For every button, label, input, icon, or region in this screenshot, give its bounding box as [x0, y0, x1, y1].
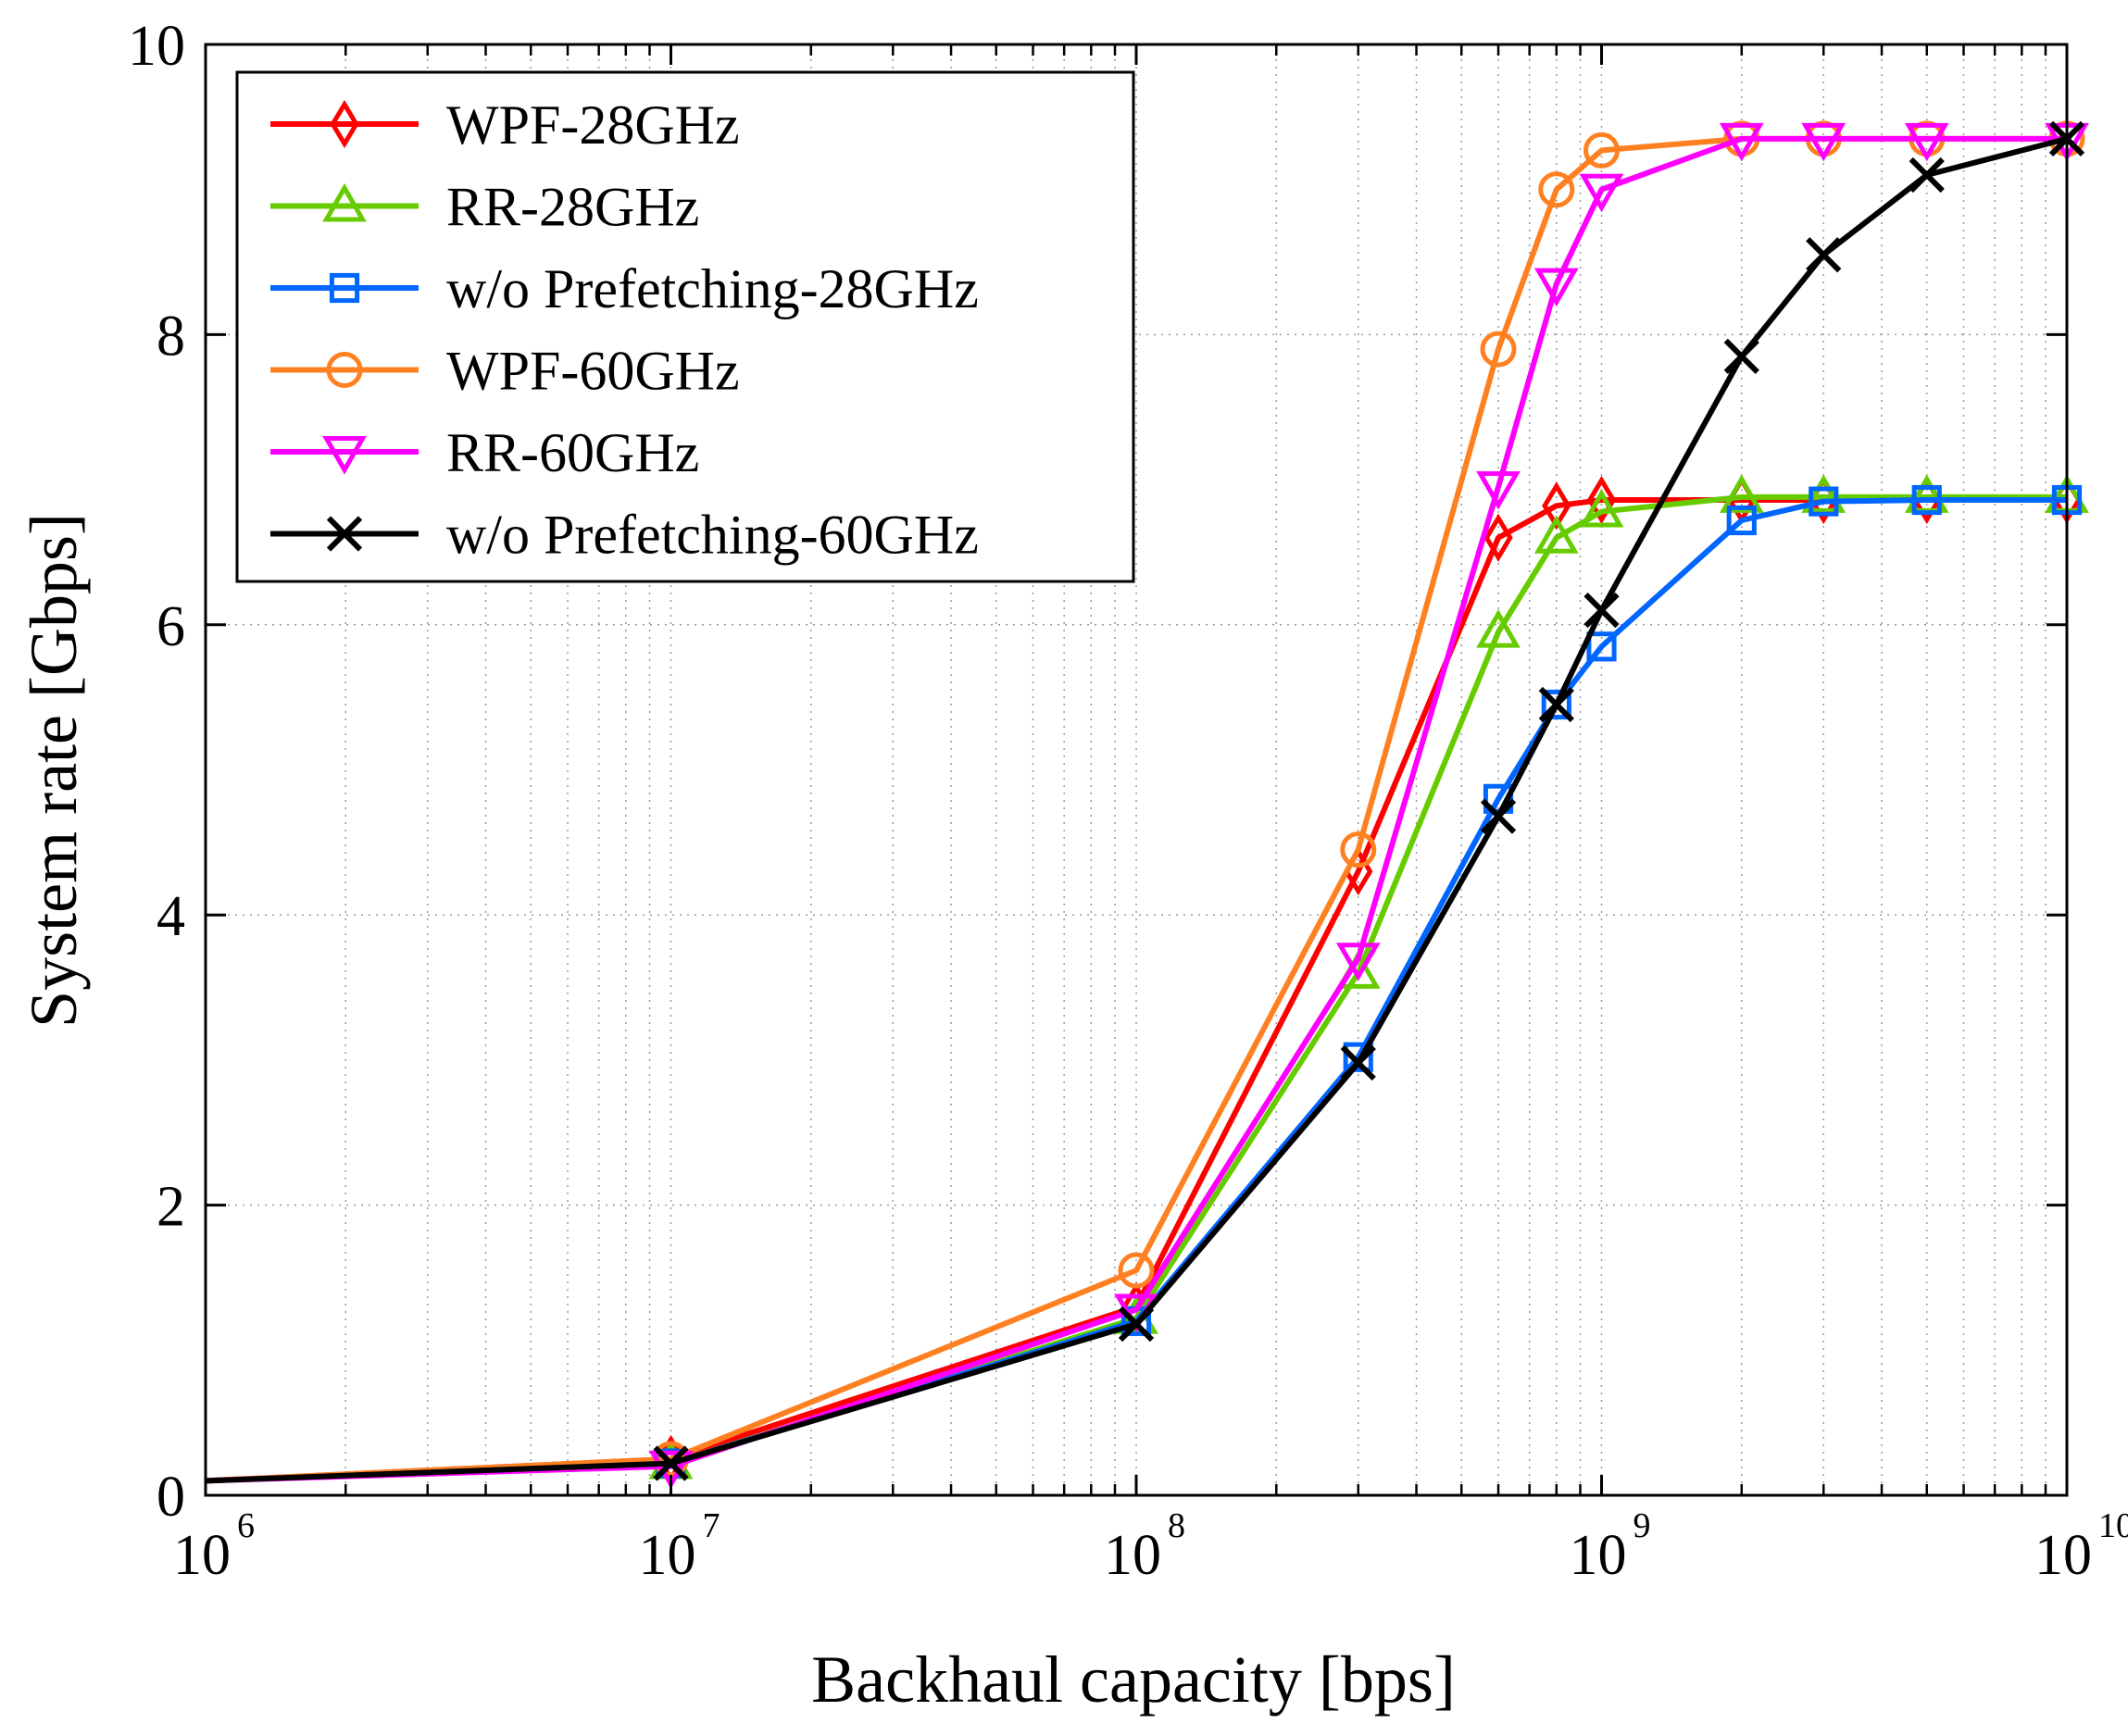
square-marker — [1911, 484, 1942, 516]
x-axis-title: Backhaul capacity [bps] — [811, 1642, 1456, 1717]
legend-entry: WPF-28GHz — [270, 94, 740, 156]
y-tick-label: 0 — [156, 1466, 185, 1529]
x-marker-stroke — [1118, 1305, 1155, 1343]
x-tick-label: 10 — [1104, 1524, 1161, 1587]
triangle-down-marker — [1476, 470, 1521, 510]
triangle-up-marker — [322, 182, 367, 222]
legend-entry: RR-60GHz — [270, 422, 699, 483]
x-marker-stroke — [1538, 686, 1574, 723]
x-tick-exponent: 10 — [2098, 1506, 2128, 1545]
y-tick-label: 2 — [156, 1176, 185, 1239]
circle-marker — [1583, 131, 1620, 169]
y-tick-label: 4 — [156, 885, 185, 948]
legend-label: WPF-60GHz — [446, 341, 740, 402]
triangle-down-marker — [1335, 943, 1381, 981]
legend-label: w/o Prefetching-60GHz — [446, 505, 979, 566]
triangle-up-marker — [1476, 609, 1521, 648]
x-marker-stroke — [653, 1445, 689, 1481]
x-tick-exponent: 6 — [237, 1506, 255, 1545]
x-marker-stroke — [1480, 798, 1517, 834]
triangle-down-marker — [1801, 122, 1846, 162]
triangle-down-marker — [322, 436, 367, 475]
circle-marker — [1340, 831, 1377, 868]
triangle-up-marker — [1801, 474, 1846, 513]
legend-entry: w/o Prefetching-28GHz — [270, 258, 979, 319]
x-marker — [1583, 593, 1620, 629]
x-marker-stroke — [1340, 1044, 1376, 1081]
triangle-down-marker — [1579, 173, 1624, 213]
x-marker-stroke — [1723, 338, 1759, 375]
diamond-marker — [1483, 513, 1513, 562]
y-tick-label: 8 — [156, 305, 185, 368]
legend: WPF-28GHz RR-28GHz w/o Prefetching-28GHz WP… — [235, 70, 1135, 583]
triangle-down-marker — [1533, 268, 1579, 307]
diamond-marker — [1542, 481, 1571, 531]
triangle-up-marker — [1719, 474, 1764, 513]
square-marker — [1343, 1042, 1373, 1072]
legend-entry: WPF-60GHz — [270, 341, 740, 402]
x-tick-exponent: 9 — [1634, 1506, 1651, 1545]
x-marker-stroke — [1806, 237, 1842, 273]
circle-marker — [1118, 1252, 1155, 1289]
x-marker — [1909, 156, 1945, 194]
circle-marker — [326, 352, 363, 388]
x-marker — [1480, 798, 1517, 834]
triangle-up-marker — [1533, 515, 1579, 554]
triangle-down-marker — [1904, 122, 1949, 162]
diamond-marker — [1586, 475, 1617, 525]
legend-entry: RR-28GHz — [270, 177, 699, 238]
y-tick-label: 6 — [156, 595, 185, 658]
x-tick-exponent: 8 — [1168, 1506, 1185, 1545]
series-line — [205, 135, 2067, 1484]
x-marker — [1118, 1305, 1155, 1343]
x-tick-label: 10 — [173, 1524, 231, 1587]
x-marker — [653, 1445, 689, 1481]
diamond-marker — [330, 99, 359, 149]
legend-label: RR-60GHz — [446, 422, 699, 483]
circle-marker — [1480, 331, 1517, 368]
square-marker — [1586, 631, 1617, 662]
x-tick-label: 10 — [2034, 1524, 2092, 1587]
grid — [206, 44, 2067, 1495]
x-marker — [1538, 686, 1574, 723]
square-marker — [1809, 486, 1839, 517]
x-tick-exponent: 7 — [703, 1506, 720, 1545]
legend-label: RR-28GHz — [446, 177, 699, 238]
series-w-o-prefetching-60ghz — [205, 120, 2085, 1484]
x-marker-stroke — [1909, 156, 1945, 194]
x-tick-label: 10 — [1570, 1524, 1627, 1587]
series-layer — [205, 120, 2089, 1490]
x-marker — [1723, 338, 1759, 375]
legend-box — [235, 70, 1135, 583]
square-marker — [1541, 689, 1571, 720]
square-marker — [329, 272, 360, 304]
legend-label: w/o Prefetching-28GHz — [446, 258, 979, 319]
x-marker — [1806, 237, 1842, 273]
y-tick-label: 10 — [128, 15, 185, 78]
legend-label: WPF-28GHz — [446, 94, 740, 156]
x-marker-stroke — [326, 516, 363, 552]
x-marker — [326, 516, 363, 552]
x-tick-label: 10 — [639, 1524, 696, 1587]
x-marker — [1340, 1044, 1376, 1081]
x-marker-stroke — [1583, 593, 1620, 629]
y-axis-title: System rate [Gbps] — [17, 513, 91, 1028]
square-marker — [1726, 505, 1757, 536]
legend-entry: w/o Prefetching-60GHz — [270, 505, 979, 566]
triangle-up-marker — [1579, 489, 1624, 528]
triangle-down-marker — [1719, 122, 1764, 162]
circle-marker — [1538, 171, 1575, 208]
